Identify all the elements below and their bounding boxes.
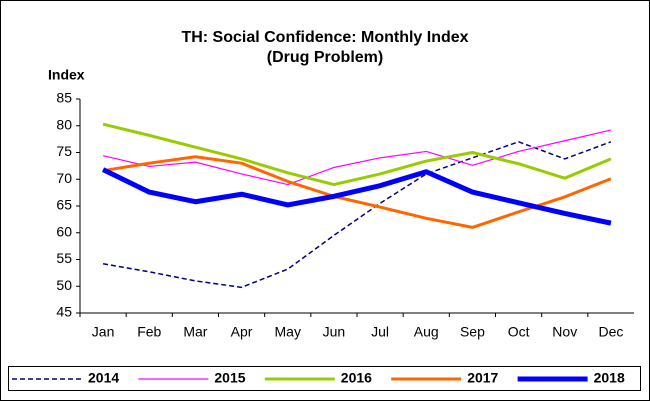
- x-tick-label: Sep: [460, 324, 485, 340]
- x-tick-label: May: [275, 324, 301, 340]
- x-tick-label: Aug: [414, 324, 439, 340]
- x-tick-label: Dec: [598, 324, 623, 340]
- legend-label: 2016: [341, 370, 372, 386]
- legend-label: 2018: [594, 370, 625, 386]
- x-tick-label: Jul: [371, 324, 389, 340]
- series-line: [102, 122, 612, 187]
- x-tick-label: Feb: [137, 324, 161, 340]
- y-tick-label: 80: [56, 116, 72, 132]
- series-line: [102, 129, 612, 186]
- chart-title: TH: Social Confidence: Monthly Index: [181, 29, 468, 46]
- y-tick-label: 55: [56, 250, 72, 266]
- y-tick-label: 70: [56, 170, 72, 186]
- y-tick-label: 60: [56, 223, 72, 239]
- series-line: [102, 155, 612, 229]
- legend-label: 2017: [467, 370, 498, 386]
- legend-label: 2015: [214, 370, 245, 386]
- x-tick-label: Nov: [552, 324, 577, 340]
- series-line: [101, 167, 612, 226]
- y-tick-label: 45: [56, 304, 72, 320]
- series-line: [102, 141, 612, 289]
- y-tick-label: 65: [56, 197, 72, 213]
- chart-subtitle: (Drug Problem): [267, 49, 383, 66]
- x-tick-label: Oct: [508, 324, 530, 340]
- legend-label: 2014: [88, 370, 119, 386]
- y-tick-label: 75: [56, 143, 72, 159]
- x-tick-label: Jan: [92, 324, 115, 340]
- y-tick-label: 85: [56, 90, 72, 106]
- x-tick-label: Jun: [323, 324, 346, 340]
- x-tick-label: Apr: [231, 324, 253, 340]
- y-tick-label: 50: [56, 277, 72, 293]
- x-tick-label: Mar: [183, 324, 207, 340]
- y-axis-label: Index: [48, 67, 85, 83]
- legend-box: [8, 366, 641, 391]
